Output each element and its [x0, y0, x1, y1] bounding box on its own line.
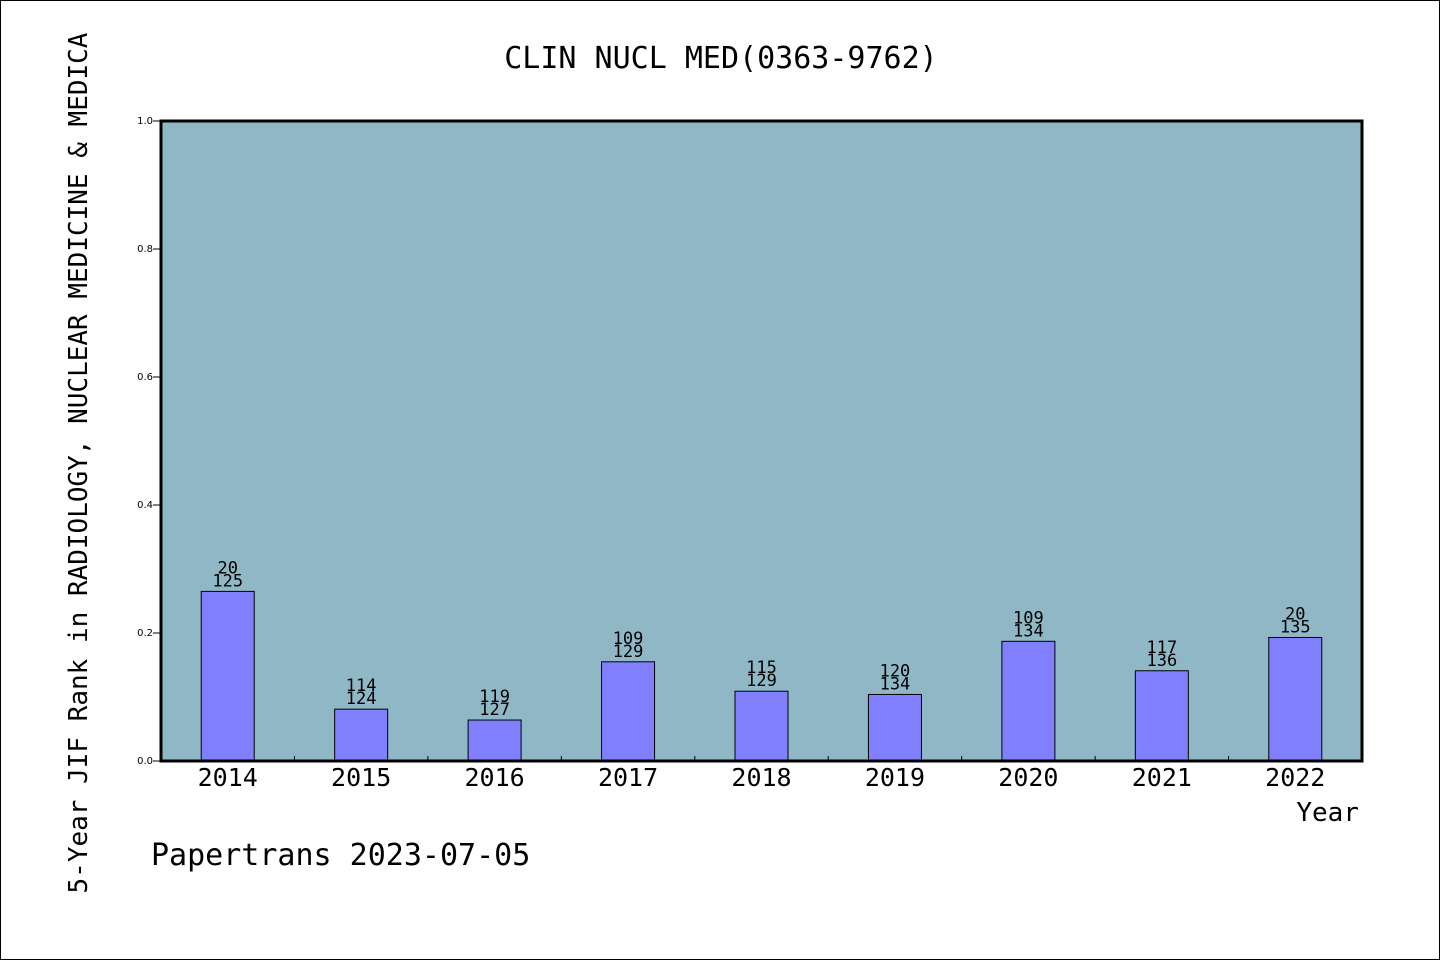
bar-rank-label: 114 — [346, 676, 377, 696]
bar-rank-label: 20 — [217, 558, 237, 578]
plot-area — [161, 121, 1362, 761]
y-tick-label: 0.6 — [137, 372, 153, 383]
x-tick-label: 2018 — [731, 763, 791, 792]
bar — [334, 708, 389, 762]
x-tick-label: 2020 — [998, 763, 1058, 792]
bar-rank-label: 115 — [746, 658, 777, 678]
y-axis-ticks: 0.0 0.2 0.4 0.6 0.8 1.0 — [137, 116, 161, 767]
bar — [1268, 636, 1323, 762]
bar-total-label: 134 — [880, 674, 911, 694]
y-tick-label: 0.8 — [137, 244, 153, 255]
bar-total-label: 127 — [479, 700, 510, 720]
y-tick-label: 1.0 — [137, 116, 153, 127]
x-tick-label: 2014 — [198, 763, 258, 792]
bar — [867, 693, 922, 762]
bar-total-label: 129 — [613, 642, 644, 662]
footer-credit: Papertrans 2023-07-05 — [151, 838, 530, 873]
bar-total-label: 136 — [1146, 651, 1177, 671]
bar — [200, 590, 255, 762]
bar-rank-label: 109 — [613, 629, 644, 649]
y-tick-label: 0.0 — [137, 756, 153, 767]
bar — [1134, 670, 1189, 762]
bar — [734, 690, 789, 762]
y-tick-label: 0.2 — [137, 628, 153, 639]
bar — [467, 719, 522, 762]
bar-total-label: 134 — [1013, 621, 1044, 641]
bar-total-label: 135 — [1280, 617, 1311, 637]
y-axis-label: 5-Year JIF Rank in RADIOLOGY, NUCLEAR ME… — [64, 32, 94, 893]
x-tick-label: 2019 — [865, 763, 925, 792]
bar-rank-label: 119 — [479, 687, 510, 707]
bar — [601, 661, 656, 762]
y-tick-label: 0.4 — [137, 500, 153, 511]
bar-total-label: 124 — [346, 689, 377, 709]
bar-total-label: 125 — [212, 571, 243, 591]
x-tick-label: 2017 — [598, 763, 658, 792]
x-axis-label: Year — [1296, 798, 1359, 828]
plot-border — [159, 119, 1364, 763]
x-tick-label: 2021 — [1132, 763, 1192, 792]
chart-title: CLIN NUCL MED(0363-9762) — [504, 41, 937, 76]
x-tick-label: 2016 — [465, 763, 525, 792]
x-tick-label: 2022 — [1265, 763, 1325, 792]
x-axis-ticks: 2014 2015 2016 2017 2018 2019 2020 2021 2022 — [198, 756, 1325, 792]
bar — [1001, 640, 1056, 762]
bar-rank-label: 117 — [1146, 638, 1177, 658]
bar-rank-label: 109 — [1013, 608, 1044, 628]
bar-rank-label: 20 — [1285, 604, 1305, 624]
bar-rank-label: 120 — [880, 661, 911, 681]
bar-total-label: 129 — [746, 671, 777, 691]
x-tick-label: 2015 — [331, 763, 391, 792]
